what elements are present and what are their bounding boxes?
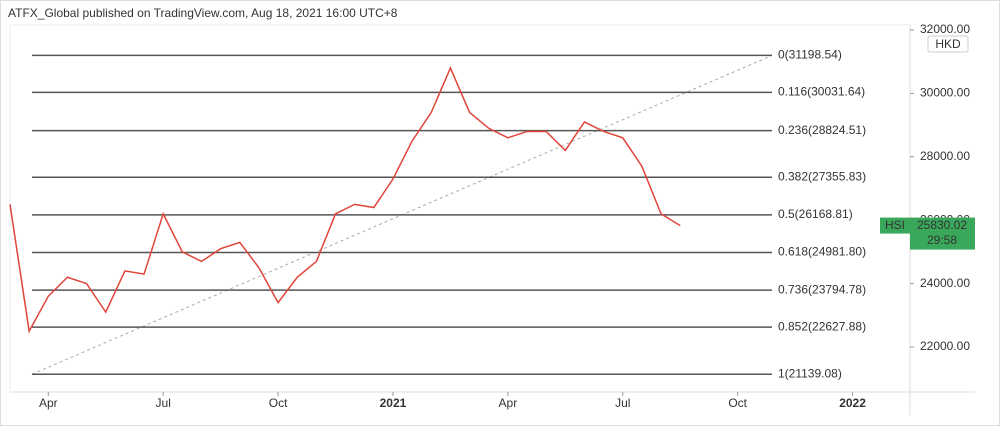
y-tick-label: 32000.00 [920, 22, 970, 36]
y-tick-label: 22000.00 [920, 339, 970, 353]
x-tick-label: Apr [39, 396, 58, 410]
symbol-tag [880, 217, 910, 234]
last-price: 25830.02 [917, 218, 967, 232]
x-tick-label: Jul [156, 396, 171, 410]
y-tick-label: 28000.00 [920, 149, 970, 163]
fib-label: 0.618(24981.80) [778, 245, 866, 259]
x-tick-label: Oct [269, 396, 288, 410]
x-tick-label: Apr [499, 396, 518, 410]
fib-label: 0.116(30031.64) [778, 85, 865, 99]
currency-box [927, 35, 969, 53]
x-tick-label: Oct [728, 396, 747, 410]
symbol-name: HSI [885, 218, 905, 232]
currency: HKD [935, 37, 961, 51]
fib-label: 0.382(27355.83) [778, 169, 866, 183]
header: ATFX_Global published on TradingView.com… [8, 6, 398, 20]
fib-label: 0.736(23794.78) [778, 282, 866, 296]
x-tick-label: 2022 [839, 396, 866, 410]
fib-label: 0.5(26168.81) [778, 207, 853, 221]
price-tag [910, 217, 975, 250]
fib-label: 1(21139.08) [778, 366, 842, 380]
x-tick-label: Jul [615, 396, 630, 410]
fib-label: 0.236(28824.51) [778, 123, 866, 137]
countdown: 29:58 [927, 233, 957, 247]
y-tick-label: 24000.00 [920, 276, 970, 290]
fib-label: 0.852(22627.88) [778, 319, 866, 333]
fib-label: 0(31198.54) [778, 48, 842, 62]
y-tick-label: 30000.00 [920, 86, 970, 100]
x-tick-label: 2021 [380, 396, 407, 410]
price-line [9, 66, 681, 334]
